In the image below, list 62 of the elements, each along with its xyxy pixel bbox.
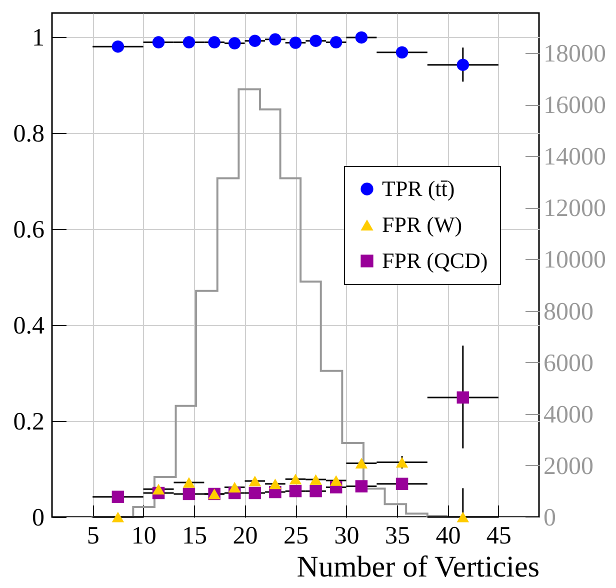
point <box>310 34 322 47</box>
point <box>228 482 241 493</box>
point <box>355 31 368 44</box>
point <box>355 458 368 469</box>
y2-tick-label: 2000 <box>544 452 594 480</box>
x-tick-label: 10 <box>131 522 156 550</box>
y-tick-label: 1 <box>32 24 44 52</box>
point <box>248 476 262 486</box>
x-axis-title: Number of Verticies <box>296 550 540 584</box>
point <box>152 484 165 494</box>
y2-tick-label: 6000 <box>544 350 594 377</box>
point <box>289 474 302 484</box>
point <box>182 477 196 488</box>
point <box>208 36 220 48</box>
point <box>396 478 408 490</box>
y2-tick-label: 0 <box>544 504 556 532</box>
x-tick-label: 20 <box>232 522 258 550</box>
y-tick-label: 0.2 <box>13 408 44 436</box>
point <box>269 33 282 46</box>
y2-tick-label: 8000 <box>544 298 594 326</box>
point <box>396 456 408 468</box>
point <box>248 486 262 500</box>
point <box>112 40 124 53</box>
point <box>310 484 322 498</box>
point <box>310 474 322 485</box>
y2-tick-label: 10000 <box>544 246 606 274</box>
y2-tick-label: 16000 <box>544 92 606 120</box>
x-tick-label: 30 <box>334 522 360 550</box>
y-tick-label: 0.4 <box>13 312 45 340</box>
y-tick-label: 0.6 <box>13 216 44 244</box>
y-tick-label: 0.8 <box>13 120 44 148</box>
x-tick-label: 35 <box>384 522 410 550</box>
x-tick-label: 5 <box>86 522 100 550</box>
point <box>456 391 470 404</box>
point <box>456 512 470 522</box>
point <box>330 36 342 48</box>
point <box>330 475 342 486</box>
point <box>289 484 302 498</box>
y-tick-label: 0 <box>32 504 44 532</box>
point <box>182 488 196 500</box>
point <box>228 37 241 50</box>
legend-label: TPR (tt̄) <box>382 176 455 201</box>
x-tick-label: 15 <box>182 522 208 550</box>
point <box>182 36 196 48</box>
point <box>152 36 165 48</box>
point <box>112 490 124 503</box>
point <box>289 36 302 49</box>
y2-tick-label: 14000 <box>544 144 606 171</box>
x-tick-label: 40 <box>436 522 461 550</box>
legend-label: FPR (QCD) <box>382 248 488 273</box>
point <box>248 34 262 47</box>
y2-tick-label: 18000 <box>544 40 606 68</box>
point <box>355 480 368 492</box>
point <box>112 512 124 522</box>
x-tick-label: 45 <box>486 522 512 550</box>
y2-tick-label: 12000 <box>544 195 606 222</box>
x-tick-label: 25 <box>284 522 308 550</box>
point <box>269 478 282 490</box>
legend-label: FPR (W) <box>382 212 462 237</box>
y2-tick-label: 4000 <box>544 401 594 428</box>
point <box>396 46 408 58</box>
point <box>456 58 470 71</box>
